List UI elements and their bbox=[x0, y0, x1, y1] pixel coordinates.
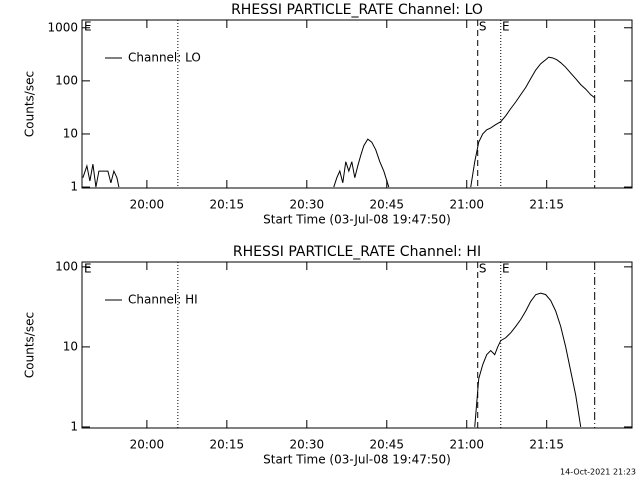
data-line bbox=[474, 292, 582, 428]
legend-label: Channel: HI bbox=[128, 293, 198, 307]
y-tick-label: 100 bbox=[55, 259, 78, 273]
y-tick-label: 100 bbox=[55, 73, 78, 87]
x-axis-label: Start Time (03-Jul-08 19:47:50) bbox=[263, 453, 451, 467]
x-tick-label: 20:00 bbox=[130, 198, 165, 212]
marker-label: E bbox=[502, 20, 510, 34]
x-tick-label: 21:15 bbox=[529, 438, 564, 452]
chart-title: RHESSI PARTICLE_RATE Channel: HI bbox=[233, 244, 481, 260]
y-tick-label: 1000 bbox=[47, 20, 78, 34]
x-tick-label: 20:45 bbox=[369, 438, 404, 452]
chart-title: RHESSI PARTICLE_RATE Channel: LO bbox=[231, 2, 483, 18]
y-axis-label: Counts/sec bbox=[23, 71, 37, 137]
timestamp: 14-Oct-2021 21:23 bbox=[560, 468, 636, 477]
corner-label: E bbox=[84, 20, 92, 34]
x-tick-label: 21:15 bbox=[529, 198, 564, 212]
marker-label: S bbox=[479, 20, 487, 34]
x-tick-label: 20:30 bbox=[290, 198, 325, 212]
plot-frame bbox=[81, 261, 633, 429]
x-tick-label: 21:00 bbox=[449, 198, 484, 212]
x-tick-label: 20:15 bbox=[210, 438, 245, 452]
y-axis-label: Counts/sec bbox=[23, 312, 37, 378]
x-tick-label: 20:45 bbox=[369, 198, 404, 212]
y-tick-label: 1 bbox=[70, 419, 78, 433]
marker-label: S bbox=[479, 262, 487, 276]
corner-label: E bbox=[84, 262, 92, 276]
x-tick-label: 20:30 bbox=[290, 438, 325, 452]
legend-label: Channel: LO bbox=[128, 51, 201, 65]
y-tick-label: 10 bbox=[63, 126, 78, 140]
plot-frame bbox=[81, 19, 633, 189]
data-line bbox=[82, 56, 595, 188]
x-tick-label: 21:00 bbox=[449, 438, 484, 452]
y-tick-label: 10 bbox=[63, 339, 78, 353]
x-tick-label: 20:15 bbox=[210, 198, 245, 212]
x-axis-label: Start Time (03-Jul-08 19:47:50) bbox=[263, 213, 451, 227]
y-tick-label: 1 bbox=[70, 180, 78, 194]
x-tick-label: 20:00 bbox=[130, 438, 165, 452]
marker-label: E bbox=[502, 262, 510, 276]
